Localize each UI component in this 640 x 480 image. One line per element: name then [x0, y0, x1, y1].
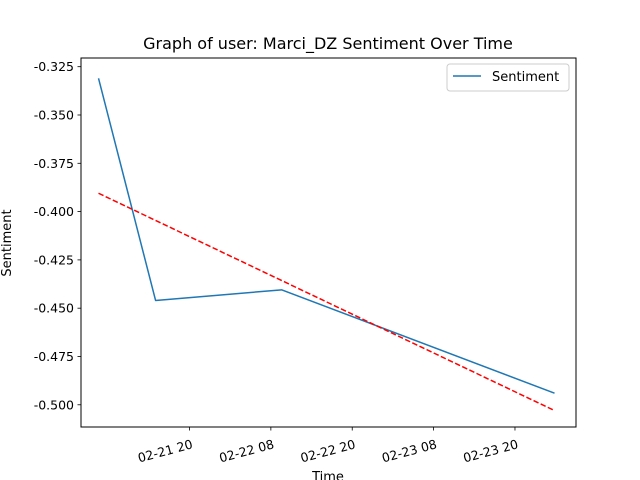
y-tick-label: -0.375: [34, 156, 74, 171]
y-tick-label: -0.475: [34, 349, 74, 364]
legend-box: [446, 63, 570, 92]
x-axis-label: Time: [311, 470, 344, 480]
y-axis-label: Sentiment: [0, 209, 15, 276]
y-tick-label: -0.500: [34, 397, 74, 412]
y-tick-label: -0.425: [34, 252, 74, 267]
legend: Sentiment: [446, 63, 570, 92]
series-layer: [97, 78, 555, 412]
trend-line: [98, 192, 555, 412]
y-tick-label: -0.350: [34, 107, 74, 122]
legend-label-sentiment: Sentiment: [492, 70, 559, 85]
series-line-sentiment: [97, 78, 555, 394]
axes-frame: [80, 57, 577, 428]
y-tick-label: -0.325: [34, 59, 74, 74]
y-tick-label: -0.400: [34, 204, 74, 219]
y-tick-label: -0.450: [34, 301, 74, 316]
chart-title: Graph of user: Marci_DZ Sentiment Over T…: [143, 34, 513, 54]
y-axis-ticks: -0.325 -0.350 -0.375 -0.400 -0.425 -0.450 -0.4…: [34, 59, 81, 412]
